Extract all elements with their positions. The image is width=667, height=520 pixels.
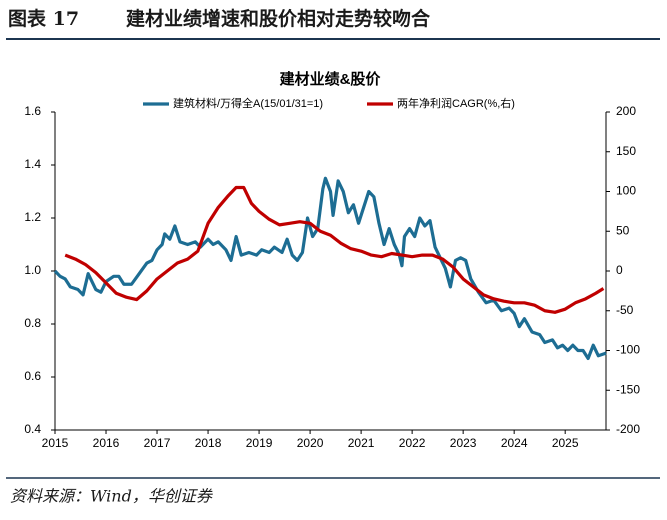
- series-line: [64, 185, 605, 314]
- x-tick-label: 2020: [297, 436, 324, 450]
- y2-tick-label: 0: [616, 263, 623, 277]
- y-tick-label: 1.6: [24, 104, 41, 118]
- x-tick-label: 2015: [42, 436, 69, 450]
- y-tick-label: 1.4: [24, 157, 41, 171]
- x-tick-label: 2016: [93, 436, 120, 450]
- y2-tick-label: 200: [616, 104, 636, 118]
- y2-tick-label: -150: [616, 382, 640, 396]
- series-line: [53, 176, 607, 361]
- y2-tick-label: -100: [616, 343, 640, 357]
- figure-title: 建材业绩增速和股价相对走势较吻合: [126, 7, 431, 30]
- chart-title: 建材业绩&股价: [280, 70, 382, 88]
- x-tick-label: 2017: [144, 436, 171, 450]
- legend-label: 建筑材料/万得全A(15/01/31=1): [173, 96, 323, 110]
- y-tick-label: 1.0: [24, 263, 41, 277]
- y-tick-label: 0.4: [24, 422, 41, 436]
- source: 资料来源：Wind，华创证券: [10, 487, 214, 506]
- y2-tick-label: -200: [616, 422, 640, 436]
- y2-tick-label: 150: [616, 144, 636, 158]
- legend-label: 两年净利润CAGR(%,右): [397, 96, 515, 110]
- y-tick-label: 1.2: [24, 210, 41, 224]
- y-tick-label: 0.8: [24, 316, 41, 330]
- x-tick-label: 2019: [246, 436, 273, 450]
- y-tick-label: 0.6: [24, 369, 41, 383]
- y2-tick-label: 50: [616, 223, 630, 237]
- x-tick-label: 2023: [450, 436, 477, 450]
- x-tick-label: 2018: [195, 436, 222, 450]
- figure-label: 图表 17: [8, 7, 79, 30]
- x-tick-label: 2024: [501, 436, 528, 450]
- y2-tick-label: 100: [616, 184, 636, 198]
- y2-tick-label: -50: [616, 303, 634, 317]
- x-tick-label: 2021: [348, 436, 375, 450]
- x-tick-label: 2022: [399, 436, 426, 450]
- x-tick-label: 2025: [552, 436, 579, 450]
